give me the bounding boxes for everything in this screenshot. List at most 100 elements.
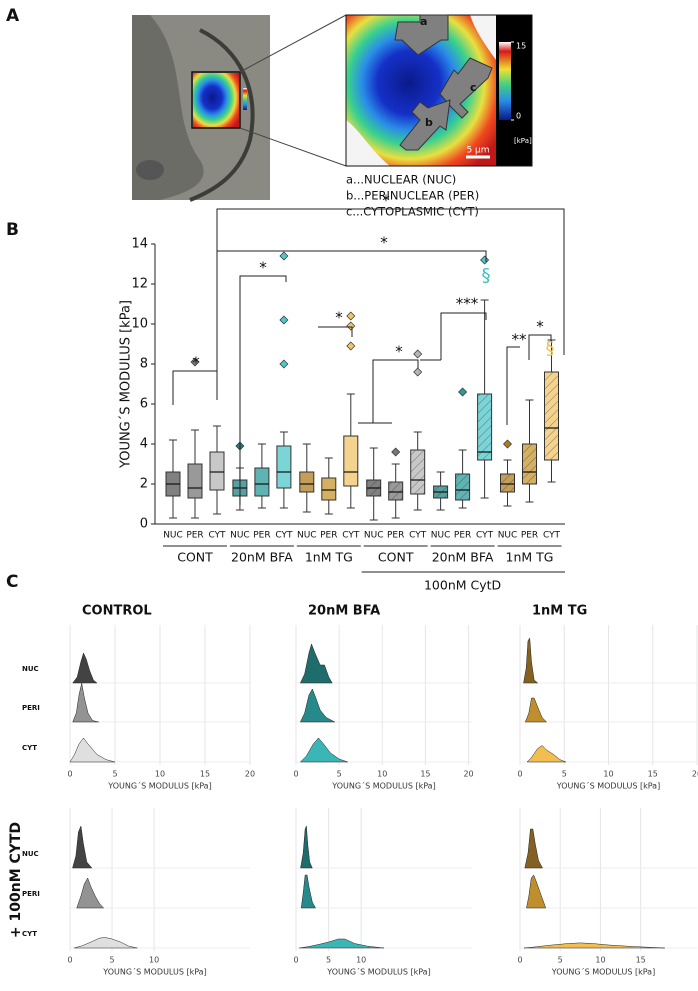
significance-label: *	[380, 234, 388, 252]
afm-map	[345, 14, 533, 167]
outlier	[480, 255, 490, 265]
colorbar-tick-label: 0	[516, 112, 521, 121]
x-tick-label: 0	[67, 770, 72, 779]
panel-label: A	[6, 6, 20, 26]
density-ridge	[74, 937, 138, 949]
density-ridge	[526, 874, 547, 909]
density-ridge	[300, 825, 313, 869]
significance-bracket	[372, 359, 419, 423]
x-tick-label: PER	[320, 531, 337, 541]
x-tick-label: CYT	[409, 531, 427, 541]
x-tick-label: 5	[110, 956, 115, 965]
density-ridge	[299, 737, 348, 763]
significance-label: *	[335, 309, 343, 327]
x-tick-label: NUC	[498, 531, 518, 541]
row-label: + 100nM CYTD	[8, 822, 24, 938]
density-ridge	[523, 637, 539, 684]
series-label: NUC	[22, 665, 39, 673]
y-tick-label: 2	[140, 477, 148, 492]
density-ridge	[300, 874, 316, 909]
box	[343, 435, 359, 487]
significance-bracket	[217, 250, 487, 262]
outlier	[279, 315, 289, 325]
box	[276, 445, 292, 489]
x-tick-label: NUC	[297, 531, 317, 541]
x-tick-label: 20	[245, 770, 255, 779]
legend-text: c...CYTOPLASMIC (CYT)	[346, 205, 479, 219]
outlier	[413, 367, 423, 377]
significance-bracket	[216, 208, 565, 400]
x-axis-label: YOUNG´S MODULUS [kPa]	[107, 781, 211, 791]
box	[209, 451, 225, 491]
supergroup-label: 100nM CytD	[424, 578, 501, 593]
x-tick-label: 0	[293, 956, 298, 965]
arrow-label: a	[420, 15, 427, 28]
density-ridge	[72, 682, 99, 723]
outlier	[346, 311, 356, 321]
x-tick-label: 10	[603, 770, 613, 779]
box-hatch	[388, 482, 403, 500]
outlier	[279, 359, 289, 369]
box-hatch	[544, 372, 559, 460]
x-tick-label: 10	[356, 956, 366, 965]
significance-label: *	[192, 354, 200, 372]
outlier	[190, 357, 200, 367]
outlier	[458, 387, 468, 397]
x-tick-label: 20	[692, 770, 698, 779]
x-axis-label: YOUNG´S MODULUS [kPa]	[331, 781, 435, 791]
x-tick-label: 5	[558, 956, 563, 965]
x-axis-label: YOUNG´S MODULUS [kPa]	[556, 781, 660, 791]
scale-bar-label: 5 µm	[466, 146, 489, 156]
x-tick-label: PER	[387, 531, 404, 541]
y-tick-label: 0	[140, 517, 148, 532]
x-tick-label: 0	[67, 956, 72, 965]
group-label: 1nM TG	[305, 550, 353, 565]
density-ridge	[524, 828, 543, 869]
significance-bracket	[318, 326, 353, 337]
chart-title: 1nM TG	[532, 604, 587, 619]
significance-label: *	[382, 192, 390, 210]
x-tick-label: 15	[420, 770, 430, 779]
x-tick-label: CYT	[342, 531, 360, 541]
group-label: CONT	[177, 550, 213, 565]
outlier	[346, 341, 356, 351]
density-ridge	[523, 942, 665, 949]
significance-label: ***	[456, 295, 479, 313]
series-label: CYT	[22, 930, 37, 938]
x-tick-label: 15	[200, 770, 210, 779]
box	[187, 463, 203, 499]
x-tick-label: CYT	[476, 531, 494, 541]
box-hatch	[455, 474, 470, 500]
outlier	[391, 447, 401, 457]
density-ridge	[524, 697, 548, 723]
y-tick-label: 4	[140, 437, 148, 452]
density-ridge	[76, 877, 105, 909]
x-tick-label: PER	[253, 531, 270, 541]
micrograph	[132, 14, 347, 202]
outlier	[413, 349, 423, 359]
x-tick-label: NUC	[431, 531, 451, 541]
significance-bracket	[440, 312, 487, 360]
x-axis-label: YOUNG´S MODULUS [kPa]	[551, 967, 655, 977]
significance-label: **	[512, 331, 528, 349]
legend-text: a...NUCLEAR (NUC)	[346, 173, 456, 187]
x-tick-label: NUC	[364, 531, 384, 541]
x-tick-label: CYT	[275, 531, 293, 541]
x-tick-label: CYT	[208, 531, 226, 541]
group-label: 20nM BFA	[432, 550, 494, 565]
x-tick-label: 0	[293, 770, 298, 779]
panel-label: B	[6, 220, 19, 240]
panel-label: C	[6, 572, 18, 592]
outlier	[503, 439, 512, 449]
x-tick-label: PER	[454, 531, 471, 541]
y-tick-label: 14	[131, 237, 148, 252]
outlier	[346, 321, 356, 331]
x-tick-label: 10	[377, 770, 387, 779]
x-axis-label: YOUNG´S MODULUS [kPa]	[102, 967, 206, 977]
x-tick-label: 15	[648, 770, 658, 779]
significance-label: §	[482, 265, 491, 286]
group-label: CONT	[378, 550, 414, 565]
density-ridge	[69, 737, 116, 763]
